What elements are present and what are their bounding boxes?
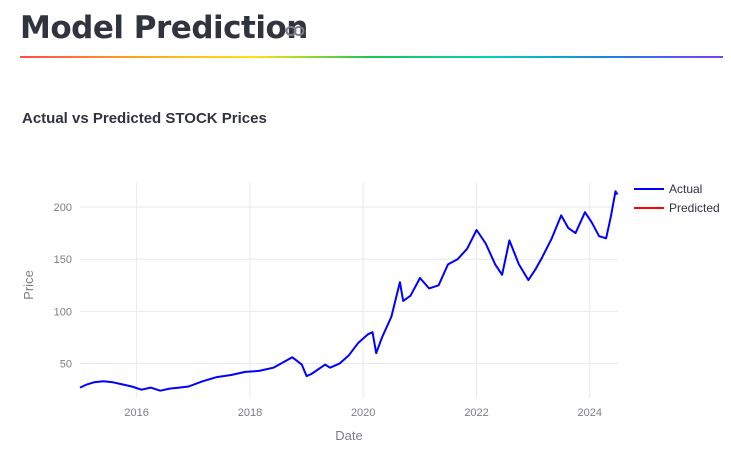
chart-title: Actual vs Predicted STOCK Prices xyxy=(22,110,267,127)
x-tick-label: 2018 xyxy=(238,407,262,419)
x-axis-label: Date xyxy=(335,428,362,443)
x-tick-label: 2024 xyxy=(578,407,602,419)
x-tick-label: 2016 xyxy=(124,407,148,419)
x-tick-label: 2020 xyxy=(351,407,375,419)
legend-label: Predicted xyxy=(669,201,720,215)
page-header: Model Prediction xyxy=(20,6,723,62)
chart-gridlines xyxy=(80,183,618,398)
y-tick-label: 100 xyxy=(54,306,72,318)
x-axis-ticks: 2016 2018 2020 2022 2024 xyxy=(124,407,602,419)
x-tick-label: 2022 xyxy=(464,407,488,419)
chart-series xyxy=(79,190,619,392)
header-divider xyxy=(20,56,723,58)
legend-item-actual[interactable]: Actual xyxy=(634,182,702,196)
link-icon[interactable] xyxy=(285,23,305,37)
y-tick-label: 150 xyxy=(54,254,72,266)
actual-series-line xyxy=(79,190,619,392)
legend-item-predicted[interactable]: Predicted xyxy=(634,201,720,215)
legend-label: Actual xyxy=(669,182,702,196)
y-axis-ticks: 50 100 150 200 xyxy=(54,202,72,371)
y-tick-label: 200 xyxy=(54,202,72,214)
page-title: Model Prediction xyxy=(20,10,308,46)
y-tick-label: 50 xyxy=(60,359,72,371)
chart-legend: Actual Predicted xyxy=(634,182,720,215)
y-axis-label: Price xyxy=(21,270,36,300)
